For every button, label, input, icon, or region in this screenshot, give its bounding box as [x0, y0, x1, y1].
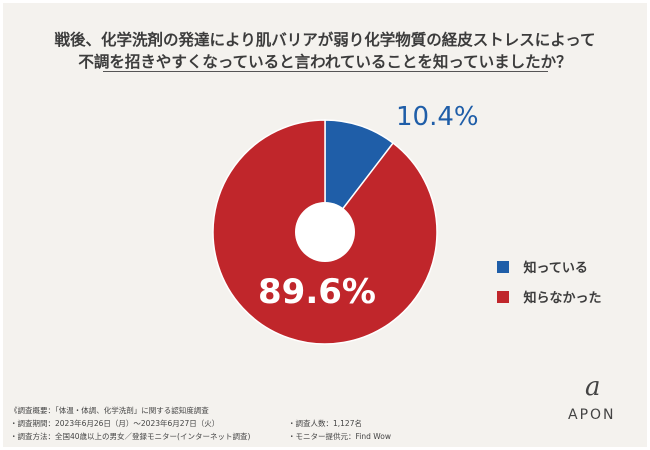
- footnote-summary: 《調査概要：「体温・体調、化学洗剤」に関する認知度調査: [10, 406, 209, 415]
- chart-title-line2: 不調を招きやすくなっていると言われていることを知っていましたか？: [78, 53, 572, 71]
- logo-text: APON: [568, 407, 616, 423]
- donut-hole: [295, 202, 355, 262]
- data-label-unknown: 89.6%: [258, 272, 376, 312]
- footnote-method: ・調査方法：全国40歳以上の男女／登録モニター(インターネット調査): [10, 432, 251, 441]
- footnote-period: ・調査期間：2023年6月26日（月）～2023年6月27日（火）: [10, 419, 220, 428]
- legend-swatch-unknown: [497, 291, 509, 303]
- legend-label-unknown: 知らなかった: [523, 291, 602, 306]
- title-underline: [103, 71, 548, 72]
- data-label-known: 10.4%: [396, 102, 479, 132]
- chart-title-line1: 戦後、化学洗剤の発達により肌バリアが弱り化学物質の経皮ストレスによって: [54, 31, 596, 49]
- legend-label-known: 知っている: [523, 261, 588, 276]
- legend-swatch-known: [497, 261, 509, 273]
- footnote-respondents: ・調査人数：1,127名: [288, 419, 362, 428]
- legend-item-known: 知っている: [497, 257, 588, 276]
- pie-slice-known: [324, 119, 395, 235]
- legend-item-unknown: 知らなかった: [497, 287, 602, 306]
- footnote-provider: ・モニター提供元：Find Wow: [288, 432, 391, 441]
- logo-mark-icon: a: [585, 372, 601, 402]
